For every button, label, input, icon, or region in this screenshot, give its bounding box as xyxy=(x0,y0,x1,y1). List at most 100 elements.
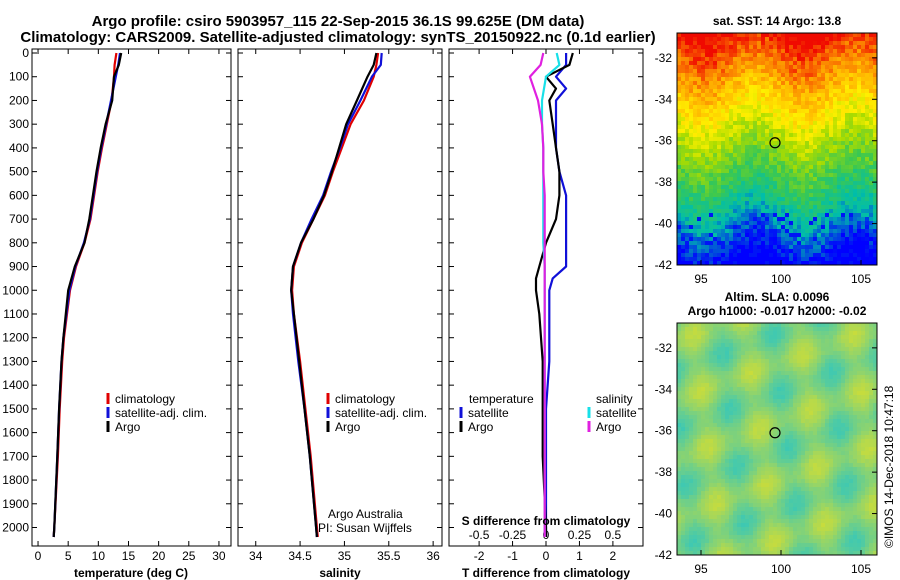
map-cell xyxy=(737,411,742,416)
map-cell xyxy=(857,335,862,340)
map-cell xyxy=(745,141,750,146)
map-cell xyxy=(873,261,878,266)
map-cell xyxy=(697,343,702,348)
map-cell xyxy=(737,121,742,126)
map-cell xyxy=(825,109,830,114)
map-cell xyxy=(729,427,734,432)
map-cell xyxy=(769,367,774,372)
map-cell xyxy=(769,415,774,420)
map-cell xyxy=(837,205,842,210)
map-cell xyxy=(837,375,842,380)
map-cell xyxy=(833,133,838,138)
map-cell xyxy=(809,347,814,352)
map-cell xyxy=(813,121,818,126)
map-cell xyxy=(849,181,854,186)
map-cell xyxy=(845,261,850,266)
map-cell xyxy=(789,225,794,230)
map-cell xyxy=(737,407,742,412)
map-cell xyxy=(865,161,870,166)
map-cell xyxy=(829,65,834,70)
map-cell xyxy=(873,217,878,222)
map-cell xyxy=(733,221,738,226)
map-cell xyxy=(821,181,826,186)
map-cell xyxy=(833,359,838,364)
map-cell xyxy=(869,73,874,78)
map-cell xyxy=(725,77,730,82)
map-cell xyxy=(829,407,834,412)
map-cell xyxy=(729,117,734,122)
credit-line2: PI: Susan Wijffels xyxy=(318,521,412,535)
map-cell xyxy=(689,133,694,138)
map-cell xyxy=(853,113,858,118)
map-cell xyxy=(829,225,834,230)
map-cell xyxy=(809,387,814,392)
map-cell xyxy=(857,233,862,238)
map-cell xyxy=(697,109,702,114)
map-cell xyxy=(689,149,694,154)
map-cell xyxy=(849,395,854,400)
map-cell xyxy=(857,145,862,150)
map-cell xyxy=(737,455,742,460)
map-cell xyxy=(705,427,710,432)
map-cell xyxy=(749,411,754,416)
map-cell xyxy=(857,339,862,344)
map-cell xyxy=(693,343,698,348)
map-cell xyxy=(689,455,694,460)
map-cell xyxy=(701,105,706,110)
map-cell xyxy=(845,141,850,146)
map-cell xyxy=(797,193,802,198)
map-cell xyxy=(681,165,686,170)
map-cell xyxy=(817,89,822,94)
map-cell xyxy=(813,327,818,332)
map-cell xyxy=(821,193,826,198)
map-cell xyxy=(853,157,858,162)
map-cell xyxy=(801,101,806,106)
map-cell xyxy=(821,371,826,376)
map-cell xyxy=(837,407,842,412)
map-cell xyxy=(793,351,798,356)
map-cell xyxy=(725,201,730,206)
map-cell xyxy=(809,339,814,344)
map-cell xyxy=(745,339,750,344)
map-cell xyxy=(745,407,750,412)
map-cell xyxy=(733,467,738,472)
map-cell xyxy=(829,49,834,54)
map-cell xyxy=(773,149,778,154)
map-cell xyxy=(861,229,866,234)
map-cell xyxy=(733,145,738,150)
map-cell xyxy=(829,61,834,66)
map-cell xyxy=(737,37,742,42)
map-cell xyxy=(821,415,826,420)
map-cell xyxy=(685,49,690,54)
map-cell xyxy=(677,467,682,472)
map-cell xyxy=(857,395,862,400)
map-cell xyxy=(869,205,874,210)
map-cell xyxy=(809,69,814,74)
map-cell xyxy=(749,173,754,178)
temp-legend-argo: Argo xyxy=(115,420,141,434)
map-cell xyxy=(801,61,806,66)
map-cell xyxy=(729,451,734,456)
map-cell xyxy=(793,69,798,74)
map-cell xyxy=(809,181,814,186)
map-cell xyxy=(813,109,818,114)
map-cell xyxy=(865,193,870,198)
map-cell xyxy=(809,249,814,254)
map-cell xyxy=(817,177,822,182)
map-cell xyxy=(773,45,778,50)
map-cell xyxy=(793,157,798,162)
map-cell xyxy=(853,371,858,376)
map-cell xyxy=(861,85,866,90)
map-cell xyxy=(701,153,706,158)
map-cell xyxy=(789,443,794,448)
map-cell xyxy=(717,455,722,460)
map-cell xyxy=(717,355,722,360)
map-cell xyxy=(725,221,730,226)
map-cell xyxy=(797,379,802,384)
map-cell xyxy=(729,335,734,340)
map-cell xyxy=(829,257,834,262)
map-cell xyxy=(725,343,730,348)
map-cell xyxy=(765,391,770,396)
map-cell xyxy=(705,241,710,246)
map-cell xyxy=(717,467,722,472)
